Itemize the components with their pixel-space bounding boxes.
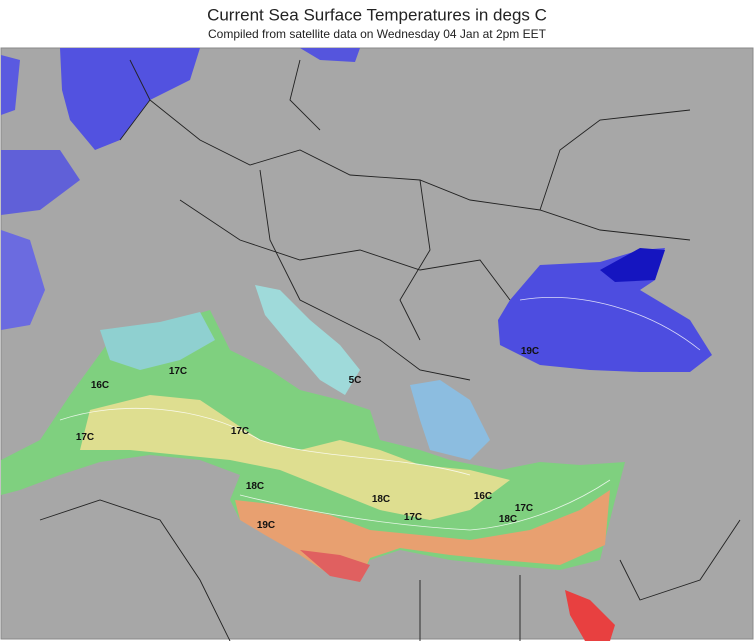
border bbox=[119, 59, 321, 141]
border bbox=[259, 169, 471, 381]
border bbox=[39, 499, 231, 641]
title: Current Sea Surface Temperatures in degs… bbox=[207, 5, 547, 24]
atlantic bbox=[1, 230, 45, 330]
contour-label: 17C bbox=[76, 432, 94, 443]
contour-label: 18C bbox=[246, 481, 264, 492]
black-sea bbox=[498, 248, 712, 372]
border bbox=[419, 519, 741, 641]
aegean-sea bbox=[410, 380, 490, 460]
sea bbox=[300, 48, 360, 62]
contour-label: 19C bbox=[521, 346, 539, 357]
contour-label: 18C bbox=[499, 514, 517, 525]
isotherm bbox=[239, 479, 611, 531]
contour-label: 16C bbox=[474, 491, 492, 502]
baltic-sea bbox=[60, 48, 200, 150]
isotherm bbox=[59, 407, 471, 476]
border bbox=[399, 179, 431, 341]
north-sea bbox=[1, 150, 80, 215]
contour-label: 16C bbox=[91, 380, 109, 391]
contour-label: 17C bbox=[515, 503, 533, 514]
contour-label: 18C bbox=[372, 494, 390, 505]
mediterranean-sea bbox=[1, 310, 625, 582]
isotherm bbox=[519, 297, 701, 351]
adriatic-sea bbox=[255, 285, 360, 395]
contour-label: 19C bbox=[257, 520, 275, 531]
contour-labels: 16C 17C 17C 17C 18C 19C 18C 17C 16C 17C … bbox=[76, 346, 539, 531]
azov-sea bbox=[600, 248, 665, 282]
border bbox=[149, 99, 691, 241]
contour-label: 17C bbox=[231, 426, 249, 437]
sea bbox=[1, 55, 20, 115]
border bbox=[179, 199, 511, 301]
contour-label: 5C bbox=[349, 375, 362, 386]
contour-label: 17C bbox=[404, 512, 422, 523]
red-sea bbox=[565, 590, 615, 641]
map bbox=[0, 47, 754, 641]
contour-label: 17C bbox=[169, 366, 187, 377]
hot-zone bbox=[300, 550, 370, 582]
warm-zone bbox=[80, 395, 510, 520]
border bbox=[539, 109, 691, 211]
sea-zone bbox=[100, 312, 215, 370]
subtitle: Compiled from satellite data on Wednesda… bbox=[208, 27, 547, 41]
